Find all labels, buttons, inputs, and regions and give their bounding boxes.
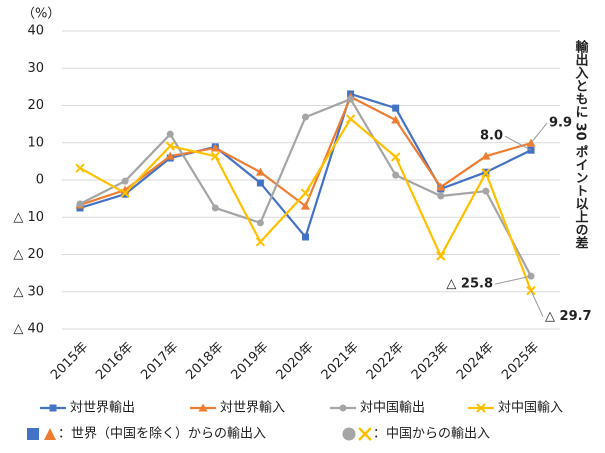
legend-marker [49,404,57,412]
data-point [436,251,446,261]
series-line [79,95,532,208]
x-tick-label: 2016年 [93,340,136,383]
data-point [391,115,401,124]
data-point [76,200,84,208]
value-label: △ 25.8 [446,277,493,292]
data-point [75,163,85,173]
data-point [392,104,400,112]
y-tick-label: △ 40 [13,322,44,337]
data-point [300,188,311,198]
data-point [121,177,129,185]
y-tick-label: 10 [27,135,44,150]
leader-line [504,135,532,151]
data-point [120,188,130,198]
x-tick-label: 2015年 [48,340,91,383]
note-icon [27,428,39,440]
marker-note: ：世界（中国を除く）からの輸出入 [58,427,266,442]
x-tick-label: 2017年 [138,340,181,383]
data-point [347,95,355,103]
marker-note: ：中国からの輸出入 [373,427,490,442]
series-line [79,97,532,277]
y-tick-label: △ 30 [13,284,44,299]
legend-label: 対中国輸出 [360,401,425,416]
x-tick-label: 2025年 [499,340,542,383]
y-tick-label: 40 [27,24,44,39]
data-point [256,179,264,187]
leader-line [530,122,548,144]
x-tick-label: 2021年 [319,340,362,383]
note-icon [358,427,372,441]
data-point [437,192,445,200]
data-point [255,237,266,247]
data-point [481,151,491,160]
legend-marker [339,404,347,412]
x-tick-label: 2020年 [274,340,317,383]
data-point [165,151,175,160]
y-unit-label: （%） [22,7,60,22]
leader-line [530,290,544,317]
data-point [255,167,265,176]
leader-line [494,275,532,285]
note-icon [44,428,56,440]
data-point [345,114,356,124]
legend-label: 対中国輸入 [498,401,563,416]
x-tick-label: 2024年 [454,340,497,383]
data-point [392,171,400,179]
legend-label: 対世界輸出 [70,401,135,416]
value-label: 9.9 [549,116,572,131]
y-tick-label: 0 [36,173,44,188]
data-point [301,201,310,210]
y-tick-label: 30 [27,61,44,76]
legend-marker [198,403,208,412]
value-label: △ 29.7 [545,309,592,324]
y-tick-label: 20 [27,98,44,113]
value-label: 8.0 [480,129,503,144]
note-icon [342,427,356,441]
data-point [166,130,174,138]
data-point [210,143,220,152]
y-tick-label: △ 10 [13,210,44,225]
x-tick-label: 2022年 [364,340,407,383]
x-tick-label: 2018年 [183,340,226,383]
legend-label: 対世界輸入 [220,401,285,416]
data-point [256,219,264,227]
data-point [302,233,309,241]
data-point [436,182,446,191]
data-point [390,152,401,162]
legend-marker [476,403,486,413]
annotation: 輸出入ともに 30 ポイント以上の差 [573,39,589,249]
y-tick-label: △ 20 [13,247,44,262]
x-tick-label: 2019年 [229,340,272,383]
data-point [210,151,221,161]
data-point [302,113,309,121]
data-point [211,204,219,212]
data-point [165,141,175,151]
data-point [481,168,491,178]
data-point [482,187,490,195]
x-tick-label: 2023年 [409,340,452,383]
